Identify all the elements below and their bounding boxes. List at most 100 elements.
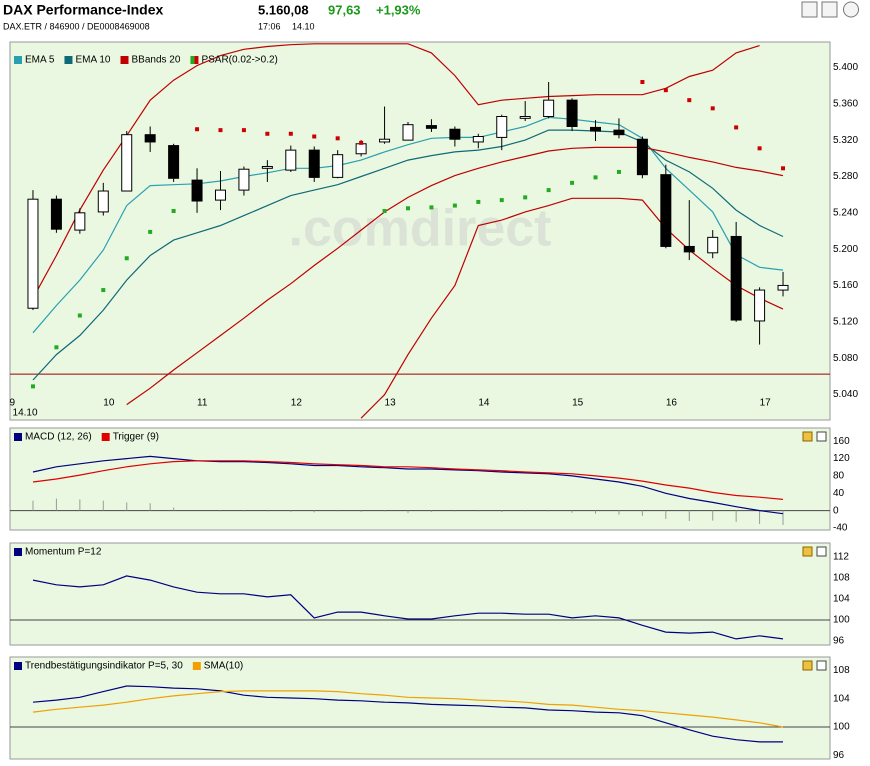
psar-dot (359, 140, 364, 145)
candle-body (777, 284, 789, 291)
legend-swatch (190, 56, 195, 64)
x-tick-label: 10 (103, 398, 115, 409)
x-tick-label: 15 (572, 398, 584, 409)
candle-body (355, 143, 367, 155)
candle-body (50, 198, 62, 230)
y-tick-label: 40 (833, 488, 845, 499)
psar-dot (171, 209, 176, 214)
ids: DAX.ETR / 846900 / DE0008469008 (3, 21, 150, 31)
icon-button[interactable] (801, 1, 818, 18)
psar-dot (101, 288, 106, 293)
icon-button[interactable] (821, 1, 838, 18)
psar-dot (523, 195, 528, 200)
panel (9, 656, 831, 760)
psar-dot (616, 169, 621, 174)
candle-body (97, 190, 109, 213)
y-tick-label: 100 (833, 615, 850, 626)
psar-dot (241, 128, 246, 133)
y-tick-label: 5.280 (833, 171, 858, 182)
panel-button[interactable] (802, 546, 813, 557)
band-upper (32, 43, 760, 299)
candle-body (636, 138, 648, 176)
psar-dot (429, 205, 434, 210)
candle-body (168, 145, 180, 179)
y-tick-label: 96 (833, 636, 845, 647)
legend-swatch (120, 56, 129, 64)
y-tick-label: 5.040 (833, 389, 858, 400)
candle-body (74, 212, 86, 231)
legend-label: Trendbestätigungsindikator P=5, 30 (25, 661, 183, 672)
y-tick-label: 5.320 (833, 135, 858, 146)
candle-body (566, 99, 578, 128)
y-tick-label: 5.160 (833, 280, 858, 291)
psar-dot (77, 313, 82, 318)
panel-button[interactable] (802, 431, 813, 442)
psar-dot (546, 188, 551, 193)
legend-swatch (14, 56, 22, 64)
change: 97,63 (328, 2, 361, 17)
candle-body (238, 168, 250, 191)
date: 14.10 (292, 21, 315, 31)
y-tick-label: 5.360 (833, 98, 858, 109)
psar-dot (570, 180, 575, 185)
panel-button[interactable] (802, 660, 813, 671)
candle-body (425, 125, 437, 129)
legend-label: PSAR(0.02->0.2) (201, 55, 277, 66)
y-tick-label: 80 (833, 471, 845, 482)
title: DAX Performance-Index (3, 2, 163, 18)
panel (9, 542, 831, 646)
candle-body (730, 235, 742, 321)
icon-button[interactable] (843, 1, 859, 18)
x-tick-label: 13 (385, 398, 397, 409)
candle-body (121, 134, 133, 192)
plot (10, 455, 830, 525)
psar-dot (663, 88, 668, 93)
y-tick-label: -40 (833, 523, 848, 534)
x-tick-label: 14 (478, 398, 490, 409)
y-tick-label: 108 (833, 665, 850, 676)
change-pct: +1,93% (376, 2, 421, 17)
psar-dot (687, 98, 692, 103)
y-tick-label: 5.080 (833, 353, 858, 364)
y-tick-label: 120 (833, 453, 850, 464)
candle-body (144, 134, 156, 143)
candle-body (707, 236, 719, 254)
y-tick-label: 104 (833, 693, 850, 704)
legend-swatch (14, 548, 22, 556)
panel-close[interactable] (816, 546, 827, 557)
line (32, 455, 784, 515)
candle-body (590, 126, 602, 132)
candle-body (27, 198, 39, 309)
psar-dot (195, 127, 200, 132)
candle-body (449, 128, 461, 140)
legend-label: BBands 20 (132, 55, 181, 66)
psar-dot (124, 256, 129, 261)
panel-close[interactable] (816, 431, 827, 442)
line (32, 460, 784, 500)
x-tick-label: 9 (10, 398, 16, 409)
psar-dot (640, 79, 645, 84)
psar-dot (382, 209, 387, 214)
psar-dot (710, 106, 715, 111)
psar-dot (499, 198, 504, 203)
legend-label: SMA(10) (204, 661, 243, 672)
plot (10, 575, 830, 640)
y-tick-label: 5.200 (833, 244, 858, 255)
band-lower (360, 197, 784, 419)
candle-body (332, 154, 344, 178)
candle-body (214, 189, 226, 201)
line (32, 690, 784, 728)
psar-dot (593, 175, 598, 180)
y-tick-label: 5.240 (833, 207, 858, 218)
y-tick-label: 0 (833, 505, 839, 516)
panel (9, 427, 831, 531)
time: 17:06 (258, 21, 281, 31)
x-date-label: 14.10 (13, 408, 38, 419)
panel-close[interactable] (816, 660, 827, 671)
x-tick-label: 12 (291, 398, 303, 409)
x-tick-label: 16 (666, 398, 678, 409)
y-tick-label: 5.120 (833, 317, 858, 328)
price: 5.160,08 (258, 2, 309, 17)
legend-swatch (194, 56, 199, 64)
